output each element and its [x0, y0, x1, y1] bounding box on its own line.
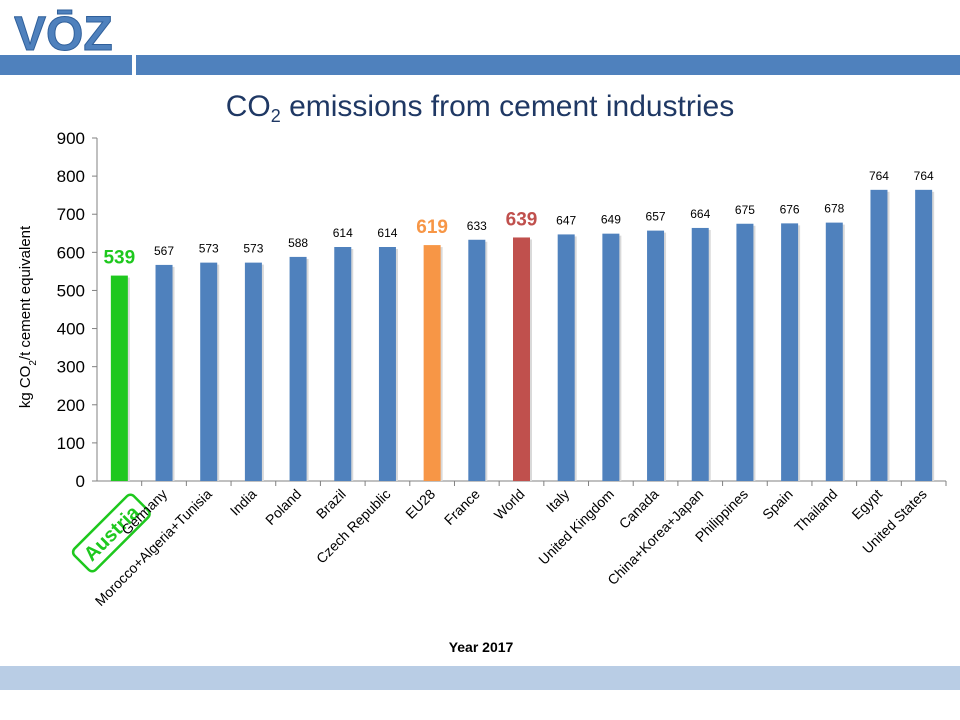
value-label: 633: [467, 219, 487, 233]
y-tick-label: 700: [57, 205, 85, 224]
value-label: 676: [780, 202, 800, 216]
value-label: 647: [556, 213, 576, 227]
category-label: Egypt: [848, 486, 885, 523]
bar-poland: [289, 256, 307, 481]
category-label: Brazil: [313, 486, 349, 522]
category-label: World: [491, 486, 528, 523]
value-label: 649: [601, 213, 621, 227]
value-label: 664: [690, 207, 710, 221]
value-label: 619: [416, 217, 448, 238]
chart-title-rest: emissions from cement industries: [280, 90, 735, 123]
value-label: 764: [869, 169, 889, 183]
y-tick-label: 500: [57, 281, 85, 300]
value-label: 764: [914, 169, 934, 183]
y-tick-label: 200: [57, 396, 85, 415]
chart-title-main: CO: [225, 90, 271, 123]
bar-united-kingdom: [602, 233, 620, 481]
y-axis-label: kg CO2/t cement equivalent: [17, 225, 39, 408]
chart-title-subscript: 2: [270, 106, 281, 126]
category-label: EU28: [402, 486, 438, 522]
bar-philippines: [736, 223, 754, 481]
y-tick-label: 400: [57, 320, 85, 339]
value-label: 657: [646, 210, 666, 224]
bar-germany: [155, 264, 173, 481]
y-axis-label-part2: /t cement equivalent: [17, 225, 34, 360]
header-band-left: [0, 55, 132, 75]
chart-axes: 0 100 200 300 400 500 600 700 800 900: [57, 129, 947, 491]
bar-egypt: [870, 189, 888, 481]
voz-logo-text: VŌZ: [14, 8, 113, 56]
value-label: 573: [199, 242, 219, 256]
voz-logo: VŌZ: [14, 8, 113, 57]
bar-italy: [557, 234, 575, 481]
value-label: 678: [824, 202, 844, 216]
value-label: 539: [103, 248, 135, 269]
header-band: [136, 55, 960, 75]
category-label: India: [227, 486, 260, 519]
value-label: 588: [288, 236, 308, 250]
y-tick-label: 100: [57, 434, 85, 453]
footer-band: [0, 666, 960, 690]
bar-france: [468, 239, 486, 481]
bar-canada: [647, 230, 665, 481]
bar-india: [244, 262, 262, 481]
category-label: Thailand: [791, 486, 840, 535]
value-label: 614: [333, 226, 353, 240]
y-tick-label: 900: [57, 129, 85, 148]
y-tick-label: 800: [57, 167, 85, 186]
value-label: 614: [377, 226, 397, 240]
bar-brazil: [334, 246, 352, 481]
bar-thailand: [825, 222, 843, 481]
bar-czech-republic: [378, 246, 396, 481]
value-label: 675: [735, 203, 755, 217]
y-tick-label: 0: [76, 472, 85, 491]
x-axis-label: Year 2017: [449, 639, 514, 655]
value-label: 567: [154, 244, 174, 258]
bar-austria: [110, 275, 128, 481]
category-label: Italy: [543, 486, 572, 515]
category-label: Spain: [759, 486, 796, 523]
y-axis-label-subscript: 2: [28, 360, 39, 366]
chart-bars: [110, 189, 935, 481]
value-label: 573: [243, 242, 263, 256]
y-tick-label: 600: [57, 243, 85, 262]
category-label: Poland: [262, 486, 304, 528]
chart-title: CO2 emissions from cement industries: [0, 90, 960, 127]
bar-eu28: [423, 245, 441, 481]
bar-spain: [781, 223, 799, 481]
y-tick-label: 300: [57, 358, 85, 377]
bar-china-korea-japan: [691, 227, 709, 481]
bar-united-states: [915, 189, 933, 481]
bar-world: [513, 237, 530, 481]
value-label: 639: [506, 209, 538, 230]
austria-highlight-box: [71, 493, 151, 573]
bar-morocco-algeria-tunisia: [200, 262, 218, 481]
y-axis-label-part1: kg CO: [17, 366, 34, 409]
category-label: France: [441, 486, 483, 528]
